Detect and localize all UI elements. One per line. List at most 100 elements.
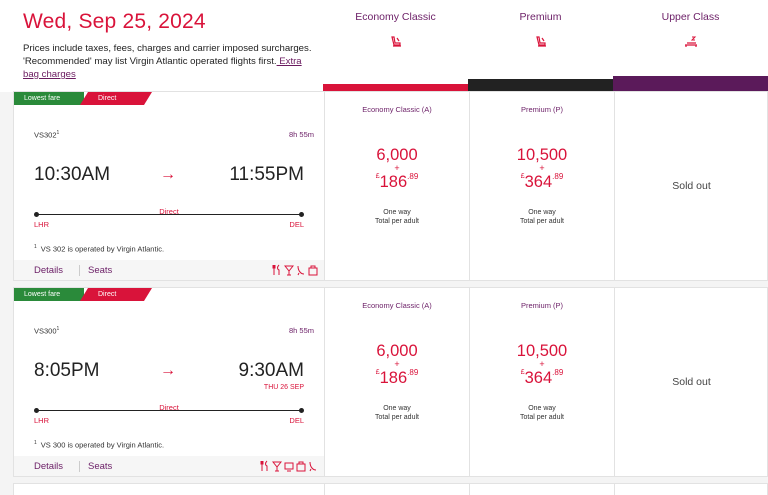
cabin-color-bar: [468, 79, 613, 92]
footnote-marker: 1: [34, 440, 37, 446]
cash-cents: .89: [407, 172, 419, 181]
cash-cents: .89: [552, 172, 564, 181]
currency-symbol: £: [375, 173, 380, 180]
arrow-right-icon: →: [160, 362, 176, 379]
extra-bag-charges-link[interactable]: Extra bag charges: [23, 56, 302, 80]
cash-amount: 364: [524, 369, 553, 387]
cabin-name: Upper Class: [661, 11, 720, 23]
fare-note: One way Total per adult: [325, 405, 469, 422]
details-link[interactable]: Details: [34, 265, 64, 276]
flatbed-icon: [684, 36, 697, 47]
cash-amount: 186: [379, 369, 408, 387]
arrival-date: THU 26 SEP: [263, 384, 304, 391]
details-link[interactable]: Details: [34, 461, 64, 472]
flight-number: VS3021: [34, 130, 59, 140]
fare-class: Economy Classic (A): [362, 301, 432, 310]
points-price: 10,500: [516, 146, 568, 164]
stops-label: Direct: [159, 403, 179, 412]
route-line: [34, 212, 304, 217]
fare-cell-economy: [324, 484, 469, 495]
flight-footer: Details Seats: [14, 456, 324, 476]
operator-note-text: VS 300 is operated by Virgin Atlantic.: [40, 440, 165, 450]
origin-airport: LHR: [34, 416, 50, 425]
amenities: [260, 460, 318, 472]
direct-badge: Direct: [80, 288, 152, 301]
currency-symbol: £: [375, 369, 380, 376]
bag-icon: [308, 265, 318, 276]
fare-cell-economy[interactable]: Economy Classic (A) 6,000 + £186.89 One …: [324, 288, 469, 476]
points-price: 6,000: [376, 146, 418, 164]
plus-sign: +: [539, 163, 545, 173]
flight-number-text: VS302: [34, 130, 57, 140]
sold-out-label: Sold out: [672, 180, 711, 192]
operator-note-text: VS 302 is operated by Virgin Atlantic.: [40, 244, 165, 254]
cabin-name: Economy Classic: [355, 11, 436, 23]
wifi-icon: [297, 265, 305, 276]
meal-icon: [272, 264, 280, 275]
price-note: Prices include taxes, fees, charges and …: [23, 42, 313, 81]
cabin-header-upper: Upper Class: [613, 0, 768, 92]
fare-cell-upper: Sold out: [614, 288, 768, 476]
fare-cell-premium[interactable]: Premium (P) 10,500 + £364.89 One way Tota…: [469, 288, 614, 476]
departure-time: 10:30AM: [34, 164, 111, 185]
cash-cents: .89: [552, 368, 564, 377]
price-basis: Total per adult: [375, 217, 419, 225]
cash-cents: .89: [407, 368, 419, 377]
price-basis: Total per adult: [520, 217, 564, 225]
cabin-color-bar: [613, 76, 768, 92]
footnote-marker: 1: [56, 326, 60, 332]
results-header: Wed, Sep 25, 2024 Prices include taxes, …: [0, 0, 323, 92]
price-basis: Total per adult: [375, 413, 419, 421]
cabin-header-premium: Premium: [468, 0, 613, 92]
destination-airport: DEL: [289, 416, 304, 425]
stops-label: Direct: [159, 207, 179, 216]
route-line: [34, 408, 304, 413]
footnote-marker: 1: [56, 130, 60, 136]
flight-card: Lowest fare Direct VS3021 8h 55m 10:30AM…: [13, 91, 768, 281]
amenities: [272, 264, 318, 276]
price-note-text: Prices include taxes, fees, charges and …: [23, 43, 312, 67]
fare-note: One way Total per adult: [325, 209, 469, 226]
flight-duration: 8h 55m: [288, 130, 314, 139]
cash-price: £364.89: [470, 368, 614, 388]
flight-number-text: VS300: [34, 326, 57, 336]
fare-cell-upper: Sold out: [614, 92, 768, 280]
origin-airport: LHR: [34, 220, 50, 229]
trip-type: One way: [383, 209, 411, 216]
currency-symbol: £: [520, 173, 525, 180]
sold-out-label: Sold out: [672, 376, 711, 388]
trip-type: One way: [528, 209, 556, 216]
flight-badges: Lowest fare Direct: [14, 92, 150, 105]
footnote-marker: 1: [34, 244, 37, 250]
cash-amount: 364: [524, 173, 553, 191]
fare-cell-premium: [469, 484, 614, 495]
flight-badges: Lowest fare Direct: [14, 288, 150, 301]
seats-link[interactable]: Seats: [88, 265, 113, 276]
plus-sign: +: [394, 163, 400, 173]
cabin-name: Premium: [519, 11, 562, 23]
fare-note: One way Total per adult: [470, 209, 614, 226]
wifi-icon: [309, 461, 317, 472]
price-basis: Total per adult: [520, 413, 564, 421]
cash-price: £364.89: [470, 172, 614, 192]
seats-link[interactable]: Seats: [88, 461, 113, 472]
fare-note: One way Total per adult: [470, 405, 614, 422]
lowest-fare-badge: Lowest fare: [14, 288, 84, 301]
flight-number: VS3001: [34, 326, 59, 336]
cabin-header-economy: Economy Classic: [323, 0, 468, 92]
fare-class: Premium (P): [520, 105, 564, 114]
flight-info: Lowest fare Direct VS3001 8h 55m 8:05PM …: [14, 288, 324, 476]
destination-airport: DEL: [289, 220, 304, 229]
cash-amount: 186: [379, 173, 408, 191]
arrow-right-icon: →: [160, 166, 176, 183]
fare-cell-premium[interactable]: Premium (P) 10,500 + £364.89 One way Tota…: [469, 92, 614, 280]
fare-cell-economy[interactable]: Economy Classic (A) 6,000 + £186.89 One …: [324, 92, 469, 280]
cabin-color-bar: [323, 84, 468, 92]
operator-note: 1 VS 302 is operated by Virgin Atlantic.: [34, 244, 164, 254]
points-price: 10,500: [516, 342, 568, 360]
arrival-time: 9:30AM: [238, 360, 304, 381]
points-price: 6,000: [376, 342, 418, 360]
drink-icon: [284, 265, 294, 276]
currency-symbol: £: [520, 369, 525, 376]
flight-duration: 8h 55m: [288, 326, 314, 335]
